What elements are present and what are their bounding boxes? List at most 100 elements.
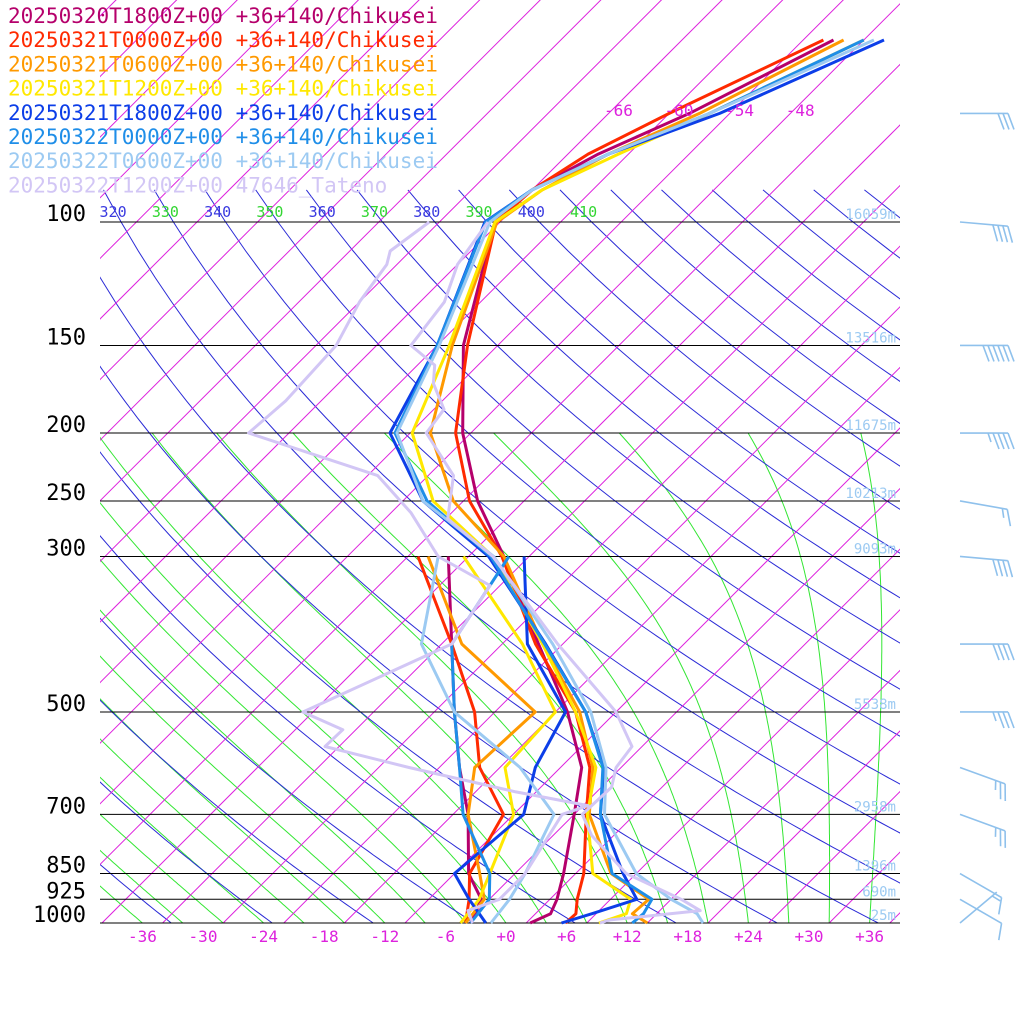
wind-barb [960, 432, 1015, 450]
isotherm-line [647, 669, 900, 924]
isotherm-line [586, 609, 900, 924]
top-isotherm-label: -66 [604, 101, 633, 120]
height-label: 25m [871, 908, 896, 924]
isotherm-line [404, 427, 900, 924]
isotherm-line [889, 912, 900, 924]
wind-barb-half-feather [1001, 508, 1005, 518]
wind-barb-feather [982, 345, 990, 362]
temperature-tick-label: -24 [249, 927, 278, 946]
pressure-label: 150 [46, 325, 86, 350]
wind-barb-feather [1002, 643, 1010, 661]
dry-adiabat-line [100, 535, 576, 924]
dry-adiabat-line [458, 189, 900, 554]
wind-barb-feather [1002, 559, 1009, 577]
height-label: 2958m [854, 799, 896, 815]
theta-label: 390 [465, 203, 492, 221]
temperature-profile-line [410, 38, 865, 925]
isotherm-line [828, 851, 900, 924]
dry-adiabat-line [100, 276, 879, 924]
dewpoint-profile-line [450, 555, 511, 924]
wind-barb [959, 813, 1007, 848]
top-isotherm-label: -48 [786, 101, 815, 120]
legend-entry: 20250321T0600Z+00 +36+140/Chikusei [8, 52, 438, 76]
dry-adiabat-line [305, 189, 900, 690]
moist-adiabat-line [618, 432, 790, 924]
wind-barb-feather [992, 643, 1000, 661]
isobars [100, 221, 900, 924]
theta-label: 400 [518, 203, 545, 221]
temperature-profile-line [409, 221, 702, 925]
wind-barb-half-feather [987, 432, 992, 443]
dry-adiabat-line [100, 365, 778, 924]
isotherm-line [100, 0, 481, 381]
wind-barb-feather [1002, 113, 1010, 130]
moist-adiabat-line [747, 432, 831, 923]
isotherm-line [707, 730, 900, 924]
height-label: 11675m [845, 418, 896, 434]
dewpoint-profile-line [247, 220, 590, 924]
dry-adiabat-line [100, 699, 374, 924]
wind-barb-feather [997, 559, 1004, 577]
wind-barb-feather [1007, 225, 1014, 243]
temperature-tick-label: +24 [734, 927, 763, 946]
wind-barb-feather [1007, 113, 1015, 130]
height-label: 1396m [854, 859, 896, 875]
wind-barb [960, 643, 1015, 661]
moist-adiabat-line [100, 849, 184, 924]
wind-barb-feather [997, 711, 1005, 729]
height-label: 10213m [845, 486, 896, 502]
wind-barbs [959, 112, 1015, 941]
pressure-label: 850 [46, 854, 86, 879]
wind-barb-feather [992, 224, 999, 242]
wind-barb [959, 555, 1014, 578]
temperature-tick-label: -36 [128, 927, 157, 946]
moist-adiabat-line [100, 776, 264, 924]
legend-entry: 20250321T1800Z+00 +36+140/Chikusei [8, 101, 438, 125]
wind-barb [960, 711, 1015, 729]
top-isotherm-label: -54 [725, 101, 754, 120]
isotherm-line [768, 790, 900, 924]
wind-barb [959, 898, 1003, 941]
dry-adiabat-line [103, 189, 900, 884]
wind-barb-feather [997, 923, 1003, 941]
pressure-label: 100 [46, 202, 86, 227]
wind-barb-feather [1007, 560, 1014, 578]
wind-barb [959, 891, 1001, 924]
temperature-tick-label: +30 [795, 927, 824, 946]
pressure-label: 925 [46, 879, 86, 904]
pressure-label: 700 [46, 794, 86, 819]
wind-barb-feather [1006, 509, 1012, 527]
height-label: 9093m [854, 541, 896, 557]
legend-entry: 20250321T0000Z+00 +36+140/Chikusei [8, 28, 438, 52]
moist-adiabat-line [860, 432, 883, 924]
wind-barb-feather [992, 559, 999, 577]
wind-barb-feather [997, 113, 1005, 130]
legend-entry: 20250322T0000Z+00 +36+140/Chikusei [8, 125, 438, 149]
wind-barb-feather [997, 345, 1005, 362]
dry-adiabat-line [100, 863, 172, 924]
legend-entry: 20250322T1200Z+00 47646_Tateno [8, 173, 387, 197]
height-label: 16059m [845, 207, 896, 223]
pressure-label: 300 [46, 536, 86, 561]
theta-label: 340 [204, 203, 231, 221]
height-label: 690m [862, 884, 896, 900]
legend-entry: 20250322T0600Z+00 +36+140/Chikusei [8, 149, 438, 173]
temperature-tick-label: -18 [310, 927, 339, 946]
wind-barb-feather [997, 897, 1003, 915]
dry-adiabat-line [100, 617, 475, 924]
wind-barb-feather [997, 225, 1004, 242]
wind-barb-feather [1002, 432, 1010, 450]
isotherm-line [100, 0, 238, 138]
wind-barb-feather [1007, 432, 1015, 450]
wind-barb [959, 500, 1012, 527]
temperature-profile-line [395, 38, 875, 924]
wind-barb-feather [997, 432, 1005, 450]
isotherm-line [1011, 0, 1024, 923]
temperature-tick-label: +18 [673, 927, 702, 946]
wind-barb-half-feather [991, 895, 1001, 902]
isotherm-line [950, 0, 1024, 923]
theta-label: 370 [361, 203, 388, 221]
wind-barb-staff [959, 898, 1002, 924]
pressure-label: 1000 [33, 903, 86, 928]
